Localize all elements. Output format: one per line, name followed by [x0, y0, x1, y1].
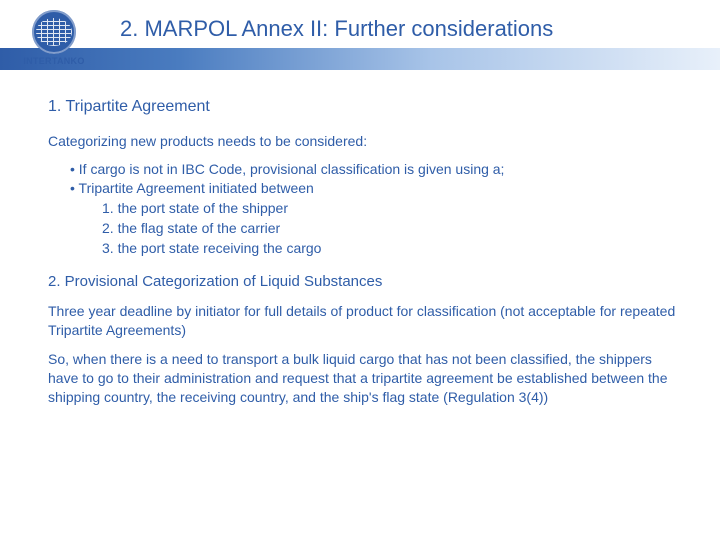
globe-icon	[32, 10, 76, 54]
list-item: 2. the flag state of the carrier	[102, 219, 686, 238]
page-title: 2. MARPOL Annex II: Further consideratio…	[120, 16, 553, 42]
numbered-sublist: 1. the port state of the shipper 2. the …	[102, 199, 686, 258]
logo-text: INTERTANKO	[14, 56, 94, 66]
logo: INTERTANKO	[14, 10, 94, 66]
section-2-p2: So, when there is a need to transport a …	[48, 350, 686, 407]
bullet-item: Tripartite Agreement initiated between	[70, 179, 686, 198]
content-body: 1. Tripartite Agreement Categorizing new…	[48, 96, 686, 417]
list-item: 1. the port state of the shipper	[102, 199, 686, 218]
list-item: 3. the port state receiving the cargo	[102, 239, 686, 258]
section-1-intro: Categorizing new products needs to be co…	[48, 132, 686, 151]
bullet-list: If cargo is not in IBC Code, provisional…	[70, 160, 686, 257]
section-1-heading: 1. Tripartite Agreement	[48, 96, 686, 118]
bullet-item: If cargo is not in IBC Code, provisional…	[70, 160, 686, 179]
header-gradient-bar	[0, 48, 720, 70]
section-2-heading: 2. Provisional Categorization of Liquid …	[48, 272, 686, 292]
section-2-p1: Three year deadline by initiator for ful…	[48, 302, 686, 340]
